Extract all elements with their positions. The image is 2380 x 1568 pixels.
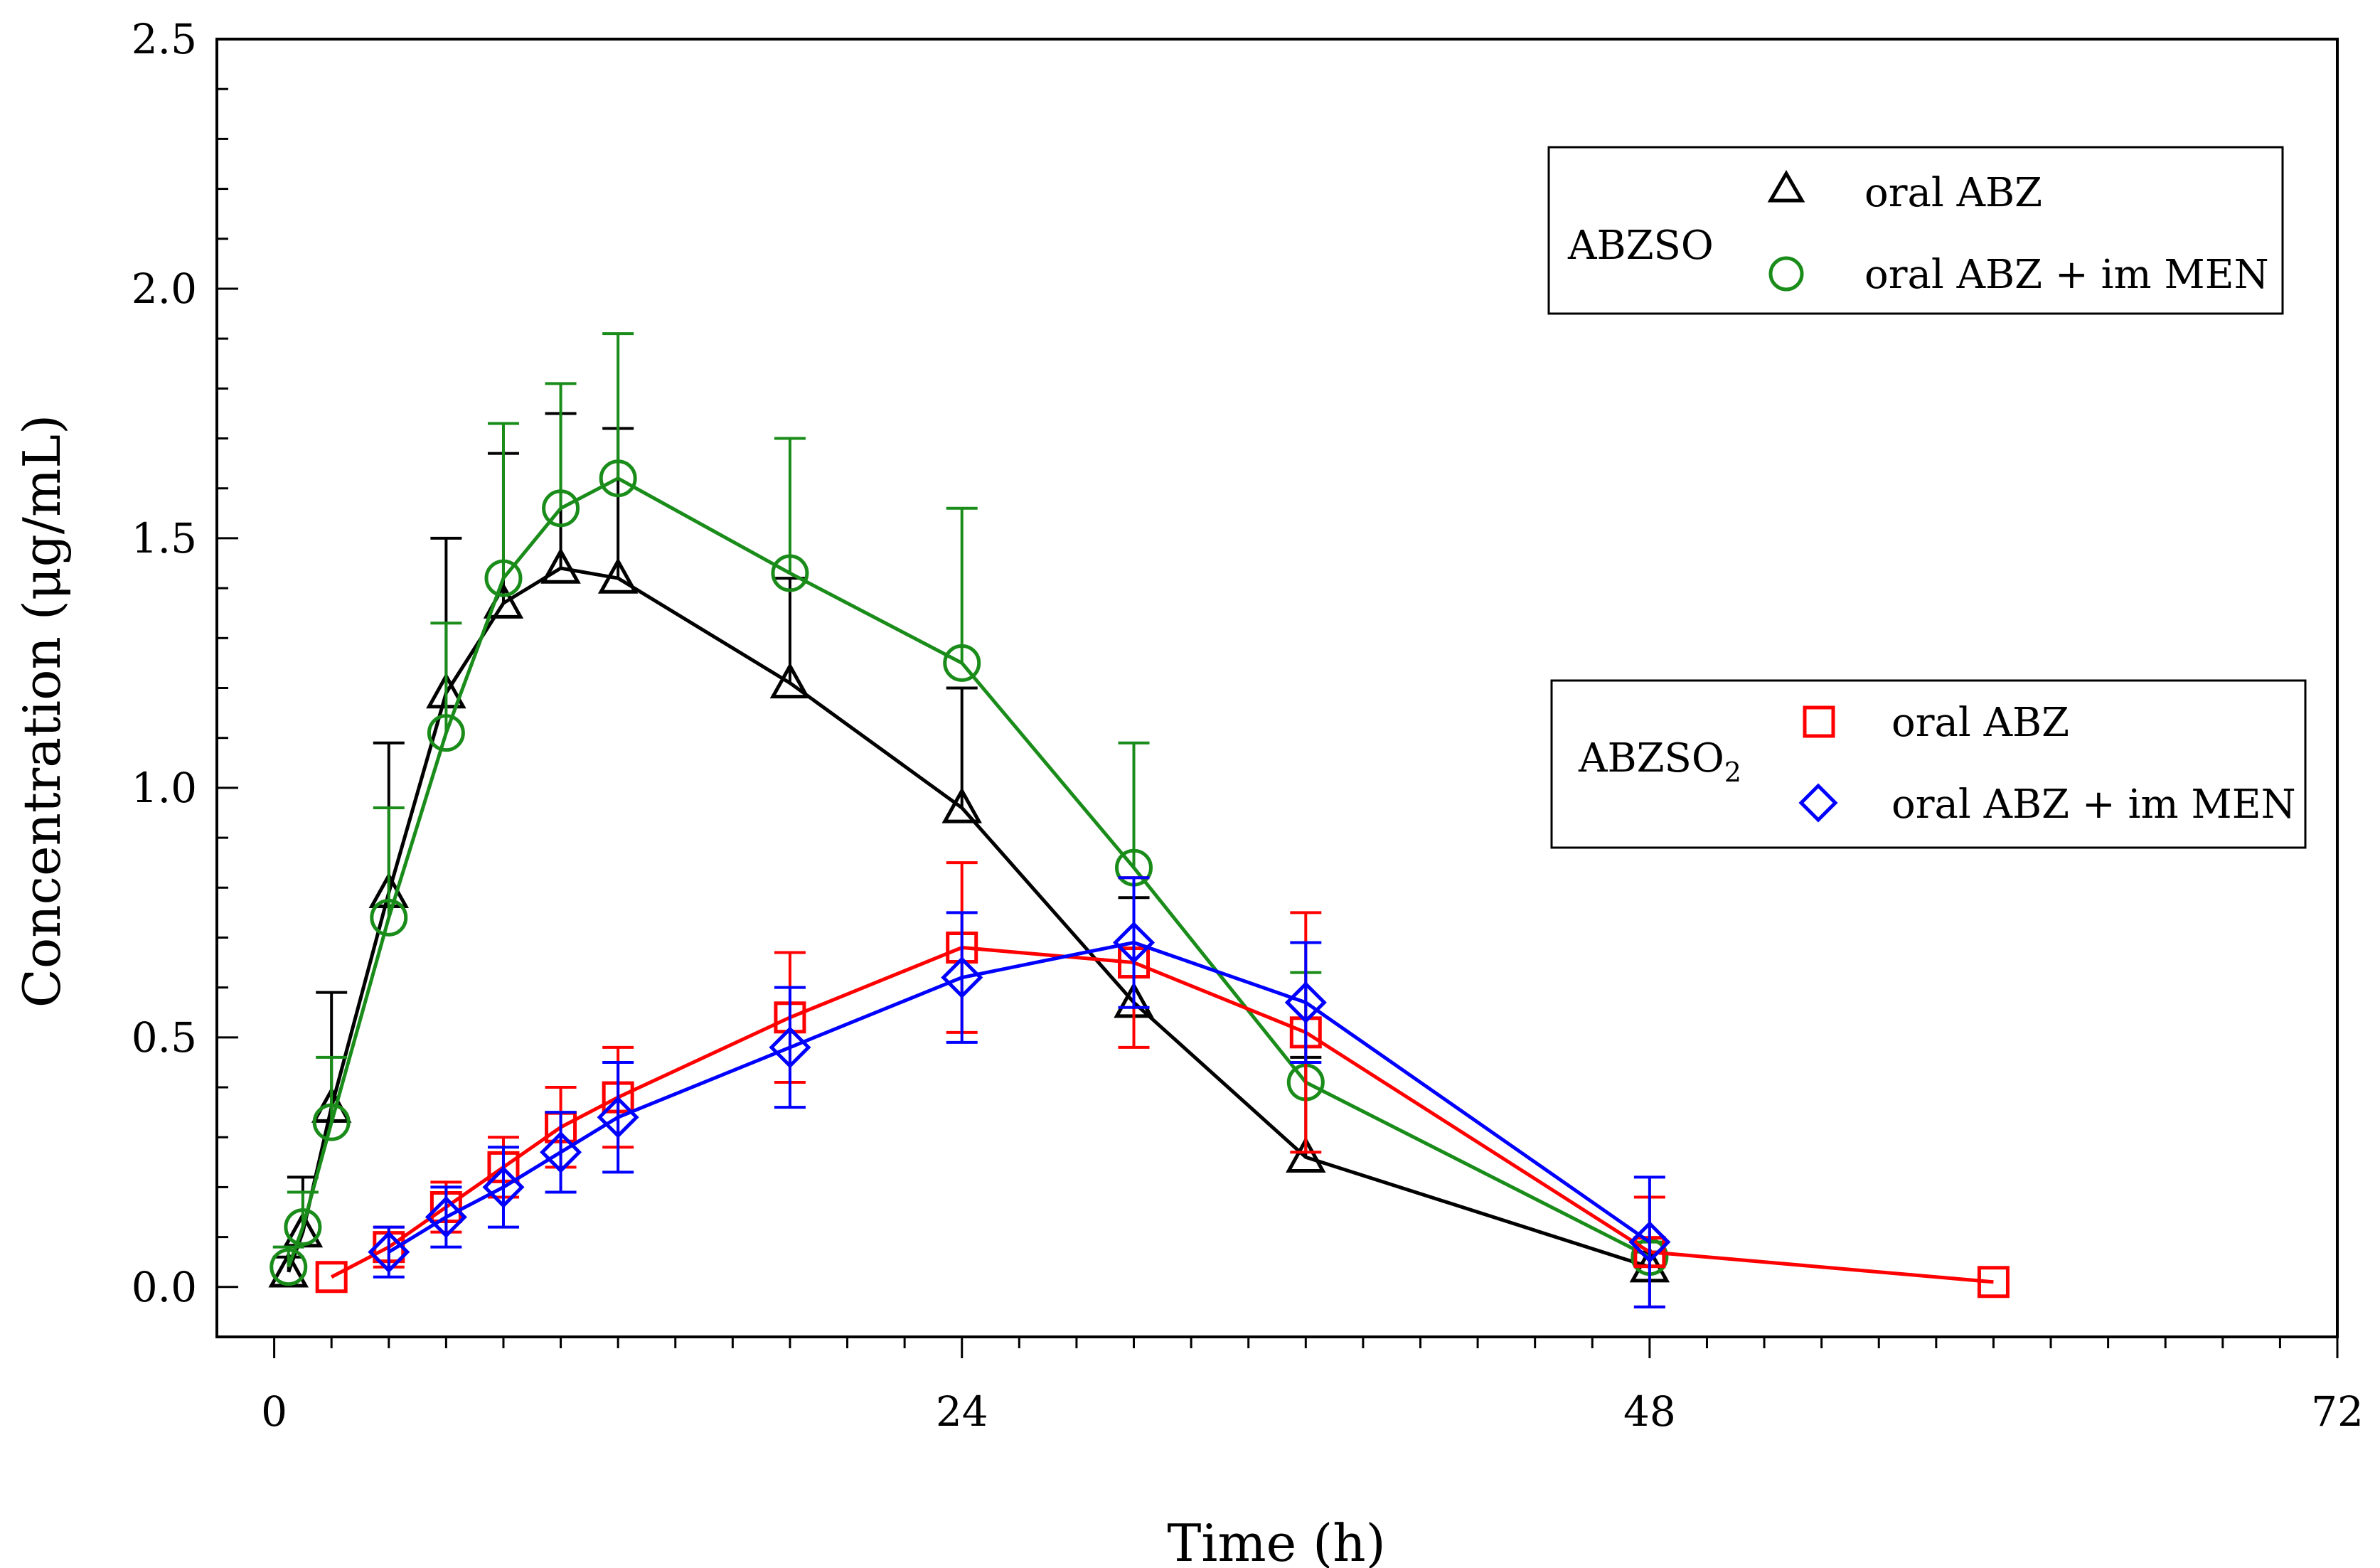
data-point-diamond [597, 1096, 639, 1138]
legend-triangle-marker [1767, 170, 1805, 203]
y-tick-label: 1.0 [132, 764, 197, 812]
x-axis-title: Time (h) [1167, 1513, 1385, 1568]
data-point-circle [771, 554, 809, 592]
data-point-circle [484, 559, 523, 597]
series-line-abzso2-oral-abz-im-men [388, 940, 1651, 1254]
legend-abzso-entry-2: oral ABZ + im MEN [1864, 252, 2269, 298]
plot-area [268, 332, 2010, 1308]
data-point-circle [270, 1248, 308, 1286]
data-point-triangle [1286, 1136, 1326, 1173]
x-tick-label: 0 [261, 1387, 287, 1436]
data-point-triangle [597, 557, 639, 594]
legend-abzso-box [1547, 146, 2284, 315]
legend-abzso2-group-main: ABZSO [1578, 735, 1724, 782]
legend-abzso2-entry-2: oral ABZ + im MEN [1891, 782, 2296, 828]
data-point-diamond [368, 1231, 410, 1274]
data-point-diamond [769, 1026, 811, 1069]
axes: 0.0 0.5 1.0 1.5 2.0 2.5 0 24 48 72 [132, 15, 2364, 1436]
x-tick-label: 24 [936, 1387, 988, 1436]
data-point-circle [427, 714, 465, 752]
data-point-circle [370, 898, 408, 937]
data-point-triangle [941, 786, 982, 823]
legend-abzso: ABZSO oral ABZ oral ABZ + im MEN [1547, 146, 2284, 315]
y-tick-label: 2.5 [132, 15, 197, 63]
legend-circle-marker [1768, 256, 1804, 292]
legend-abzso-group-label: ABZSO [1567, 223, 1714, 269]
data-point-diamond [1628, 1221, 1671, 1264]
data-point-diamond [540, 1131, 582, 1173]
legend-square-marker [1803, 705, 1835, 738]
y-tick-label: 1.5 [132, 514, 197, 562]
data-point-triangle [769, 662, 811, 699]
legend-abzso-entry-1: oral ABZ [1864, 170, 2042, 216]
y-tick-label: 0.0 [132, 1263, 197, 1311]
legend-abzso2-box [1550, 679, 2307, 849]
y-tick-label: 2.0 [132, 265, 197, 313]
data-point-circle [599, 459, 637, 498]
data-point-circle [312, 1103, 351, 1141]
data-point-square [315, 1261, 348, 1294]
data-point-circle [284, 1208, 322, 1247]
legend-abzso2-group-subscript: 2 [1724, 757, 1741, 788]
data-point-circle [943, 644, 981, 682]
data-point-diamond [941, 956, 983, 999]
legend-diamond-marker [1798, 783, 1838, 823]
data-point-diamond [482, 1166, 525, 1208]
data-point-diamond [425, 1196, 467, 1239]
legend-abzso2-entry-1: oral ABZ [1891, 700, 2069, 746]
data-point-circle [542, 489, 580, 528]
y-tick-label: 0.5 [132, 1013, 197, 1062]
data-point-diamond [1112, 921, 1156, 964]
x-tick-label: 48 [1623, 1387, 1676, 1436]
data-point-diamond [1284, 981, 1327, 1024]
x-tick-label: 72 [2311, 1387, 2364, 1436]
legend-abzso2: ABZSO2 oral ABZ oral ABZ + im MEN [1550, 679, 2307, 849]
series-line-abzso2-oral-abz [331, 945, 1994, 1284]
data-point-triangle [540, 547, 581, 584]
series-line-abzso-oral-abz-im-men [287, 476, 1650, 1268]
legend-abzso2-group-label: ABZSO2 [1578, 735, 1741, 788]
y-axis-title: Concentration (μg/mL) [12, 415, 72, 1008]
data-point-square [1977, 1266, 2010, 1298]
